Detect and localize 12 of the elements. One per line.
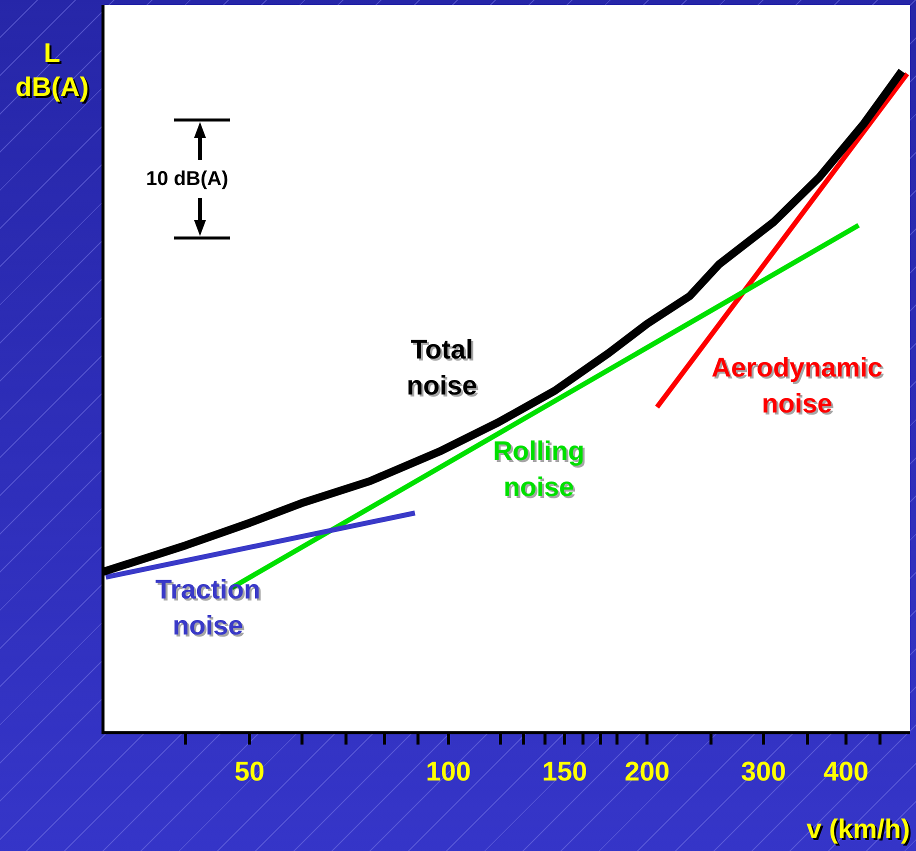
x-tick-label: 50: [234, 756, 265, 786]
x-tick-label: 400: [823, 756, 869, 786]
series-label: Rolling noise: [493, 436, 585, 504]
x-tick-label: 200: [624, 756, 670, 786]
x-tick-label: 300: [740, 756, 786, 786]
x-tick-label: 100: [426, 756, 471, 786]
y-axis-title: L dB(A): [14, 37, 90, 104]
series-label: Total noise: [408, 334, 480, 402]
series-label: Traction noise: [155, 574, 260, 642]
x-tick-label: 150: [542, 756, 588, 786]
x-axis-title: v (km/h): [806, 814, 910, 845]
series-label: Aerodynamic noise: [711, 352, 883, 420]
